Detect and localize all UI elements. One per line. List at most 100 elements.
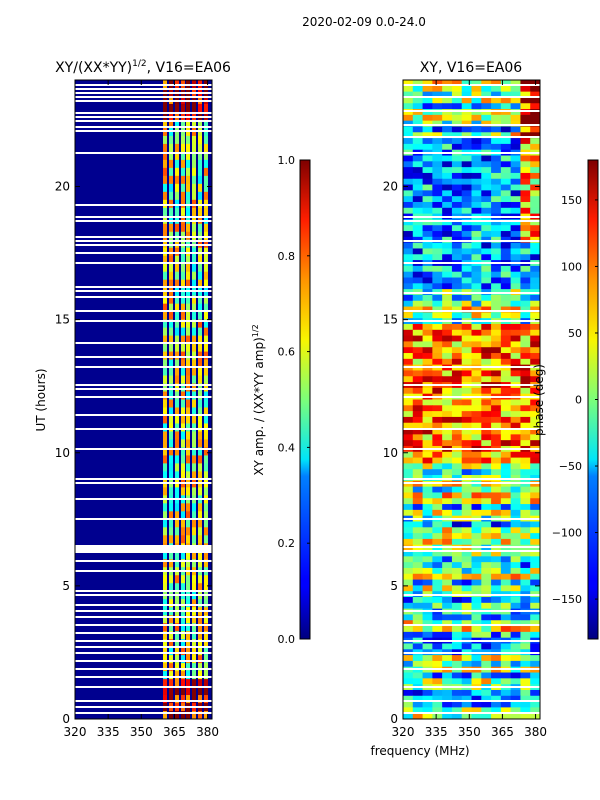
right-heatmap-cell <box>491 521 502 528</box>
right-heatmap-cell <box>422 527 433 534</box>
right-heatmap-cell <box>451 521 463 528</box>
right-heatmap-cell <box>403 219 414 226</box>
left-heatmap-cell <box>204 599 208 608</box>
right-heatmap-cell <box>461 277 472 284</box>
right-heatmap-cell <box>481 294 492 302</box>
left-heatmap-cell <box>163 207 167 217</box>
left-heatmap-cell <box>192 359 196 369</box>
right-heatmap-cell <box>481 254 492 261</box>
left-heatmap-cell <box>175 583 179 592</box>
right-heatmap-cell <box>403 631 414 639</box>
left-heatmap-cell <box>181 167 185 177</box>
left-heatmap-cell <box>169 439 173 448</box>
right-heatmap-cell <box>520 550 531 557</box>
right-heatmap-cell <box>471 614 482 621</box>
left-heatmap-cell <box>192 327 196 337</box>
right-heatmap-cell <box>451 155 463 162</box>
right-heatmap-cell <box>520 492 531 499</box>
left-heatmap-cell <box>186 247 190 257</box>
right-heatmap-cell <box>442 335 453 342</box>
right-heatmap-cell <box>403 509 414 517</box>
right-heatmap-cell <box>442 231 453 238</box>
right-heatmap-cell <box>500 306 512 313</box>
left-heatmap-cell <box>198 375 202 385</box>
right-heatmap-cell <box>491 306 502 313</box>
right-heatmap-cell <box>530 178 540 186</box>
right-heatmap-cell <box>520 422 531 430</box>
right-heatmap-cell <box>500 248 512 255</box>
left-heatmap-cell <box>175 631 179 640</box>
right-heatmap-cell <box>491 695 502 703</box>
right-heatmap-cell <box>422 689 433 697</box>
right-heatmap-cell <box>471 167 482 174</box>
figure-title: 2020-02-09 0.0-24.0 <box>302 15 426 29</box>
right-heatmap-cell <box>530 219 540 226</box>
right-heatmap-cell <box>510 143 521 151</box>
right-heatmap-cell <box>432 126 443 133</box>
right-heatmap-cell <box>471 271 482 279</box>
left-title-main: XY/(XX*YY) <box>55 60 132 76</box>
right-heatmap-cell <box>481 405 492 412</box>
right-heatmap-cell <box>461 533 472 540</box>
right-heatmap-cell <box>403 620 414 627</box>
left-heatmap-cell <box>192 407 196 416</box>
right-panel-title: XY, V16=EA06 <box>420 60 522 76</box>
right-heatmap-cell <box>520 277 531 284</box>
right-heatmap-cell <box>471 689 482 697</box>
left-heatmap-cell <box>175 471 179 480</box>
right-heatmap-cell <box>491 143 502 151</box>
right-heatmap-cell <box>520 556 531 563</box>
right-heatmap-cell <box>491 492 502 499</box>
left-flagged-row <box>75 220 212 222</box>
right-heatmap-cell <box>491 376 502 383</box>
left-flagged-row <box>75 240 212 242</box>
right-heatmap-cell <box>442 312 453 319</box>
left-heatmap-cell <box>181 655 185 664</box>
right-heatmap-cell <box>461 196 472 203</box>
right-heatmap-cell <box>510 597 521 604</box>
left-heatmap-cell <box>204 207 208 217</box>
right-heatmap-cell <box>422 335 433 342</box>
right-heatmap-cell <box>451 387 463 395</box>
right-heatmap-cell <box>442 626 453 633</box>
left-heatmap-cell <box>169 143 173 153</box>
right-heatmap-cell <box>491 701 502 708</box>
right-heatmap-cell <box>500 91 512 98</box>
right-heatmap-cell <box>432 411 443 418</box>
right-heatmap-cell <box>471 80 482 87</box>
right-heatmap-cell <box>412 567 424 575</box>
left-flagged-row <box>75 676 212 678</box>
right-heatmap-cell <box>471 201 482 209</box>
right-heatmap-cell <box>422 231 433 238</box>
right-heatmap-cell <box>461 509 472 517</box>
left-heatmap-cell <box>181 455 185 464</box>
right-heatmap-cell <box>422 283 433 290</box>
right-heatmap-cell <box>520 660 531 668</box>
right-heatmap-cell <box>422 538 433 546</box>
right-heatmap-cell <box>520 300 531 308</box>
right-heatmap-cell <box>520 370 531 377</box>
right-heatmap-cell <box>491 678 502 685</box>
left-heatmap-cell <box>198 559 202 568</box>
right-heatmap-cell <box>520 695 531 703</box>
right-heatmap-cell <box>471 85 482 93</box>
left-heatmap-cell <box>175 159 179 169</box>
left-heatmap-cell <box>192 439 196 448</box>
right-heatmap-cell <box>471 387 482 395</box>
right-heatmap-cell <box>442 265 453 273</box>
left-heatmap-cell <box>163 687 167 696</box>
right-heatmap-cell <box>432 196 443 203</box>
left-heatmap-cell <box>186 431 190 440</box>
left-heatmap-cell <box>169 695 173 704</box>
right-heatmap-cell <box>403 323 414 331</box>
right-flagged-row <box>403 366 540 368</box>
left-heatmap-cell <box>175 663 179 672</box>
right-heatmap-cell <box>530 138 540 145</box>
right-heatmap-cell <box>412 411 424 418</box>
right-heatmap-cell <box>510 631 521 639</box>
right-heatmap-cell <box>451 411 463 418</box>
right-heatmap-cell <box>491 225 502 232</box>
left-heatmap-cell <box>186 439 190 448</box>
right-heatmap-cell <box>500 602 512 610</box>
right-heatmap-cell <box>422 114 433 122</box>
